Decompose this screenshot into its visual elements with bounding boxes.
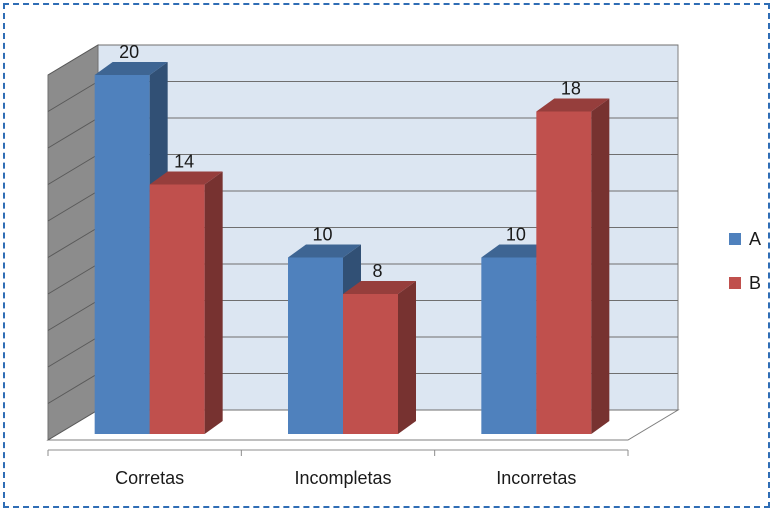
legend-label: A	[749, 229, 761, 249]
side-gridline	[47, 117, 99, 149]
bar-front	[149, 184, 205, 434]
legend[interactable]: AB	[729, 229, 761, 293]
bar-top	[288, 244, 361, 258]
side-gridline	[47, 44, 99, 76]
x-tick-label: Corretas	[115, 468, 184, 488]
side-gridline	[47, 81, 99, 112]
legend-label: B	[749, 273, 761, 293]
side-gridline	[47, 409, 99, 441]
data-label: 10	[312, 225, 332, 245]
bar-side	[204, 171, 223, 434]
side-gridline	[47, 190, 99, 222]
bar-front	[481, 257, 537, 434]
bar-front	[288, 257, 343, 434]
data-label: 14	[174, 152, 194, 172]
bar-front	[343, 294, 398, 434]
data-label: 18	[561, 79, 581, 99]
x-axis: Corretas Incompletas Incorretas	[47, 449, 629, 488]
x-tick-label: Incompletas	[294, 468, 391, 488]
bar-front	[536, 111, 592, 434]
data-label: 20	[119, 42, 139, 62]
legend-item-A[interactable]: A	[729, 229, 761, 249]
side-gridline	[47, 227, 99, 258]
bar-top	[94, 62, 168, 75]
bar-side	[591, 98, 610, 434]
bar-side	[398, 281, 416, 434]
bar-B-Corretas	[149, 171, 223, 434]
data-label: 10	[506, 225, 526, 245]
legend-swatch	[729, 233, 741, 245]
bar-B-Incorretas	[536, 98, 610, 434]
side-gridline	[47, 336, 99, 368]
x-tick-label: Incorretas	[496, 468, 576, 488]
data-label: 8	[372, 261, 382, 281]
bar-top	[481, 244, 555, 258]
legend-item-B[interactable]: B	[729, 273, 761, 293]
side-gridline	[47, 154, 99, 185]
legend-swatch	[729, 277, 741, 289]
side-gridline	[47, 300, 99, 331]
bars: 20 14 10 8 10 18	[94, 42, 610, 434]
bar-B-Incompletas	[343, 281, 416, 434]
bar-top	[149, 171, 223, 185]
bar-top	[343, 281, 416, 294]
side-gridline	[47, 373, 99, 404]
side-gridline	[47, 263, 99, 295]
bar-top	[536, 98, 610, 112]
bar-front	[94, 75, 150, 434]
